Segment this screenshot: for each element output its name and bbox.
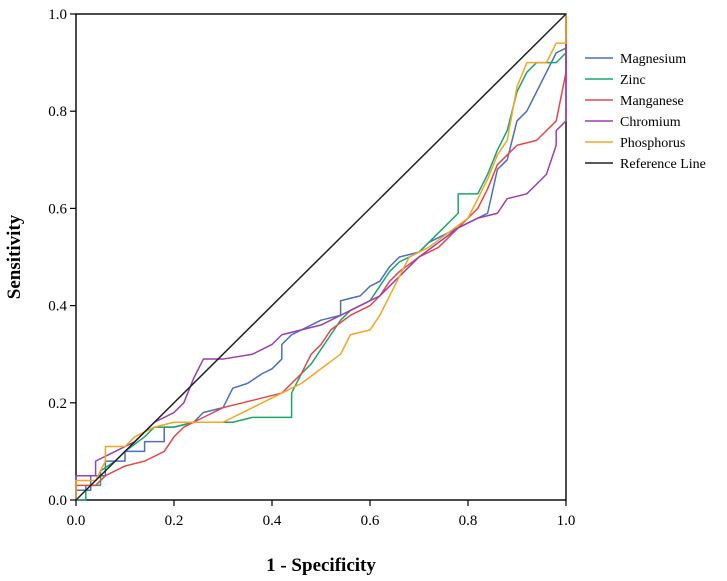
axes [70,13,567,506]
legend-label-reference-line: Reference Line [620,157,706,172]
y-tick-label: 1.0 [48,7,67,23]
legend-label-manganese: Manganese [620,94,684,109]
legend: Magnesium Zinc Manganese Chromium Phosphorus… [585,52,706,172]
y-axis-title: Sensitivity [4,214,25,299]
x-tick-label: 0.0 [67,513,86,529]
series-line-manganese [75,14,567,500]
legend-label-magnesium: Magnesium [620,52,686,67]
legend-label-zinc: Zinc [620,73,646,88]
x-tick-label: 0.8 [459,513,478,529]
legend-label-chromium: Chromium [620,115,681,130]
series-line-zinc [76,14,567,501]
tick-labels: 0.0 0.2 0.4 0.6 0.8 1.0 0.0 0.2 0.4 0.6 0.8 1.0 [48,7,575,529]
y-tick-label: 0.6 [48,201,67,217]
x-axis-title: 1 - Specificity [266,555,376,576]
x-tick-label: 0.4 [263,513,282,529]
series-lines [75,13,567,501]
y-tick-label: 0.2 [48,396,67,412]
series-line-phosphorus [75,14,567,500]
y-tick-label: 0.8 [48,104,67,120]
series-line-reference-line [75,13,567,501]
y-tick-label: 0.0 [48,493,67,509]
x-tick-label: 0.6 [361,513,380,529]
x-tick-label: 1.0 [557,513,576,529]
legend-label-phosphorus: Phosphorus [620,136,685,151]
x-tick-label: 0.2 [165,513,184,529]
y-tick-label: 0.4 [48,299,67,315]
